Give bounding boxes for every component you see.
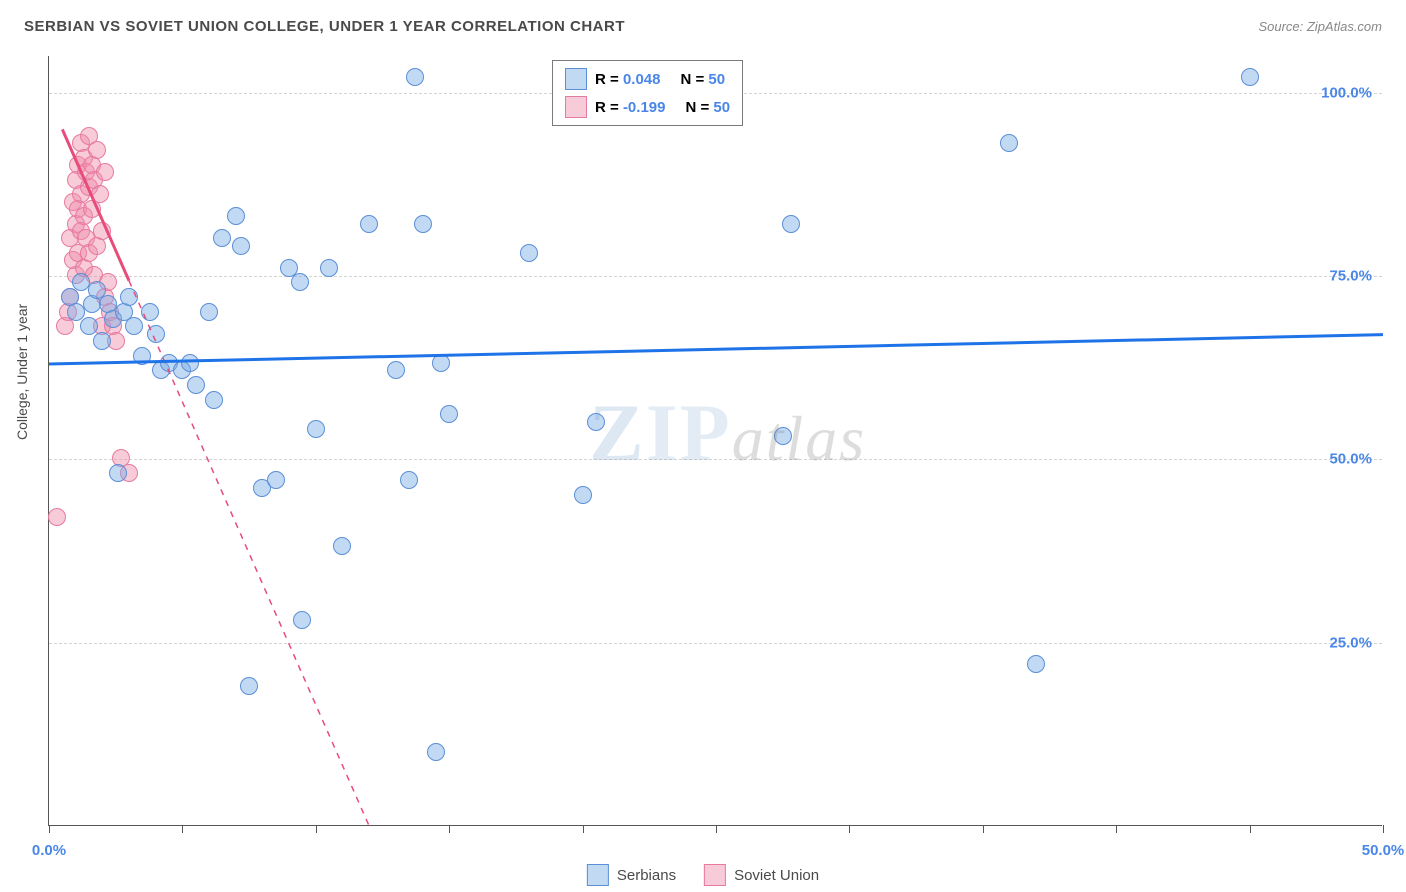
page-title: SERBIAN VS SOVIET UNION COLLEGE, UNDER 1… — [24, 18, 625, 35]
x-tick — [182, 825, 183, 833]
y-axis-label: College, Under 1 year — [14, 304, 30, 440]
x-tick-label: 50.0% — [1362, 842, 1405, 859]
legend-item-soviet: Soviet Union — [704, 864, 819, 886]
swatch-serbians — [587, 864, 609, 886]
x-tick-label: 0.0% — [32, 842, 66, 859]
correlation-legend: R = 0.048 N = 50 R = -0.199 N = 50 — [552, 60, 743, 126]
x-tick — [449, 825, 450, 833]
swatch-soviet — [565, 96, 587, 118]
legend-item-serbians: Serbians — [587, 864, 676, 886]
legend-row-serbians: R = 0.048 N = 50 — [561, 65, 734, 93]
x-tick — [316, 825, 317, 833]
source-attribution: Source: ZipAtlas.com — [1258, 19, 1382, 34]
x-tick — [983, 825, 984, 833]
x-tick — [1116, 825, 1117, 833]
x-tick — [583, 825, 584, 833]
x-tick — [716, 825, 717, 833]
x-tick — [1250, 825, 1251, 833]
x-tick — [49, 825, 50, 833]
swatch-soviet — [704, 864, 726, 886]
swatch-serbians — [565, 68, 587, 90]
x-tick — [849, 825, 850, 833]
scatter-plot: 25.0%50.0%75.0%100.0%0.0%50.0% ZIPatlas — [48, 56, 1382, 826]
legend-row-soviet: R = -0.199 N = 50 — [561, 93, 734, 121]
series-legend: Serbians Soviet Union — [587, 864, 819, 886]
trend-line — [49, 56, 1383, 826]
x-tick — [1383, 825, 1384, 833]
